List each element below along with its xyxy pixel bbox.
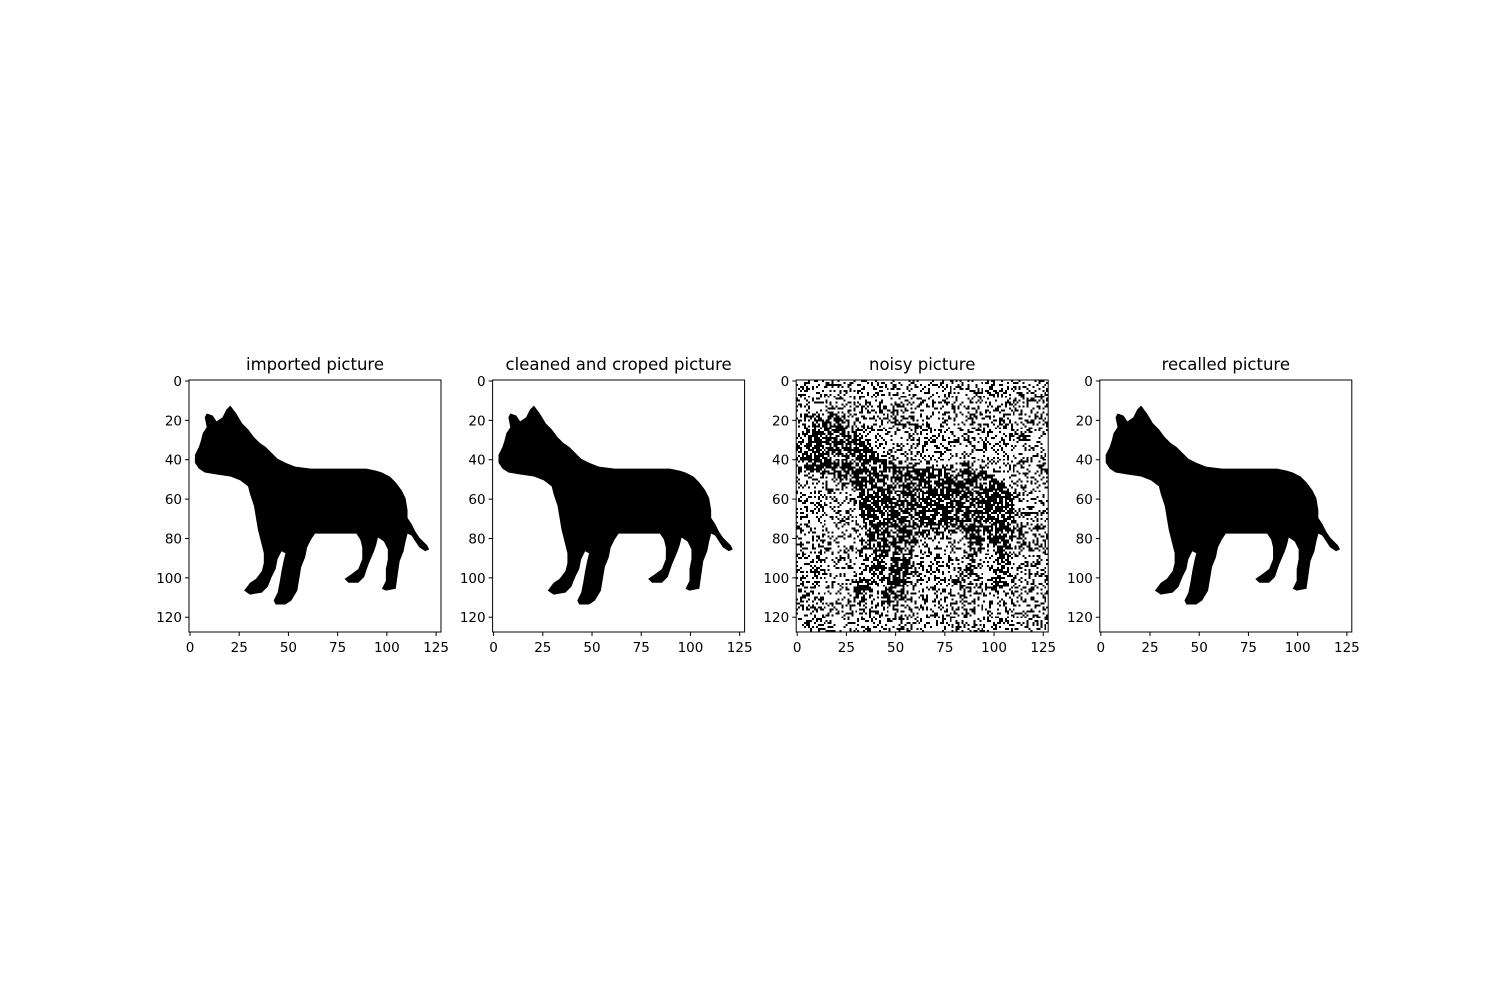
axes-frame [1099,379,1353,633]
image-area [492,380,745,632]
y-tick-label: 20 [468,413,485,429]
y-tick-label: 60 [772,492,789,508]
y-tick-label: 0 [173,374,182,390]
y-tick-label: 80 [165,531,182,547]
x-tick-label: 100 [981,640,1007,656]
y-tick-label: 100 [460,571,486,587]
y-tick-label: 120 [156,610,182,626]
y-tick-label: 40 [468,453,485,469]
panel-2: cleaned and croped picture 0 25 50 75 100 125 0… [460,355,753,656]
x-tick-label: 75 [633,640,650,656]
x-tick-label: 125 [1030,640,1056,656]
dog-silhouette [194,405,430,605]
x-tick-label: 100 [678,640,704,656]
x-tick-label: 125 [423,640,449,656]
y-tick-label: 100 [763,571,789,587]
y-tick-label: 20 [165,413,182,429]
noisy-pixels [796,380,1049,632]
x-tick-label: 0 [489,640,498,656]
y-tick-label: 40 [165,453,182,469]
y-tick-label: 60 [165,492,182,508]
panel-title: imported picture [246,355,384,374]
y-tick-label: 100 [1067,571,1093,587]
y-tick-label: 0 [1084,374,1093,390]
y-tick-label: 120 [763,610,789,626]
x-tick-label: 50 [1191,640,1208,656]
y-tick-label: 20 [1076,413,1093,429]
x-tick-label: 125 [727,640,753,656]
y-tick-label: 60 [1076,492,1093,508]
x-tick-label: 100 [374,640,400,656]
panel-1: imported picture 0 25 50 75 100 125 0 20 40 60 80 10… [156,355,449,656]
x-tick-label: 50 [280,640,297,656]
axes-frame [492,379,746,633]
panel-4: recalled picture 0 25 50 75 100 125 0 20 40 60 80 10… [1067,355,1360,656]
x-tick-label: 25 [231,640,248,656]
x-tick-label: 75 [1240,640,1257,656]
x-tick-label: 25 [1141,640,1158,656]
image-area [189,380,441,632]
image-area [796,380,1049,632]
x-tick-label: 0 [1096,640,1105,656]
x-tick-label: 25 [534,640,551,656]
x-tick-label: 25 [838,640,855,656]
axes-frame [188,379,442,633]
y-tick-label: 0 [781,374,790,390]
panels: imported picture 0 25 50 75 100 125 0 20 40 60 80 10… [156,355,1360,656]
y-tick-label: 100 [156,571,182,587]
y-tick-label: 120 [460,610,486,626]
panel-title: noisy picture [869,355,975,374]
y-tick-label: 80 [772,531,789,547]
dog-silhouette [1105,405,1340,605]
y-tick-label: 0 [477,374,486,390]
x-tick-label: 0 [186,640,195,656]
x-tick-label: 0 [793,640,802,656]
y-tick-label: 40 [1076,453,1093,469]
x-tick-label: 100 [1285,640,1311,656]
x-tick-label: 50 [583,640,600,656]
panel-title: cleaned and croped picture [506,355,732,374]
dog-silhouette [498,405,733,605]
x-tick-label: 125 [1334,640,1360,656]
y-tick-label: 120 [1067,610,1093,626]
x-tick-label: 75 [329,640,346,656]
y-tick-label: 80 [1076,531,1093,547]
panel-3: noisy picture 0 25 50 75 100 125 0 20 40 60 80 100 12… [763,355,1056,656]
y-tick-label: 60 [468,492,485,508]
axes-frame [795,379,1049,633]
image-area [1099,380,1352,632]
x-tick-label: 75 [936,640,953,656]
y-tick-label: 20 [772,413,789,429]
y-tick-label: 40 [772,453,789,469]
panel-title: recalled picture [1162,355,1290,374]
x-tick-label: 50 [887,640,904,656]
y-tick-label: 80 [468,531,485,547]
